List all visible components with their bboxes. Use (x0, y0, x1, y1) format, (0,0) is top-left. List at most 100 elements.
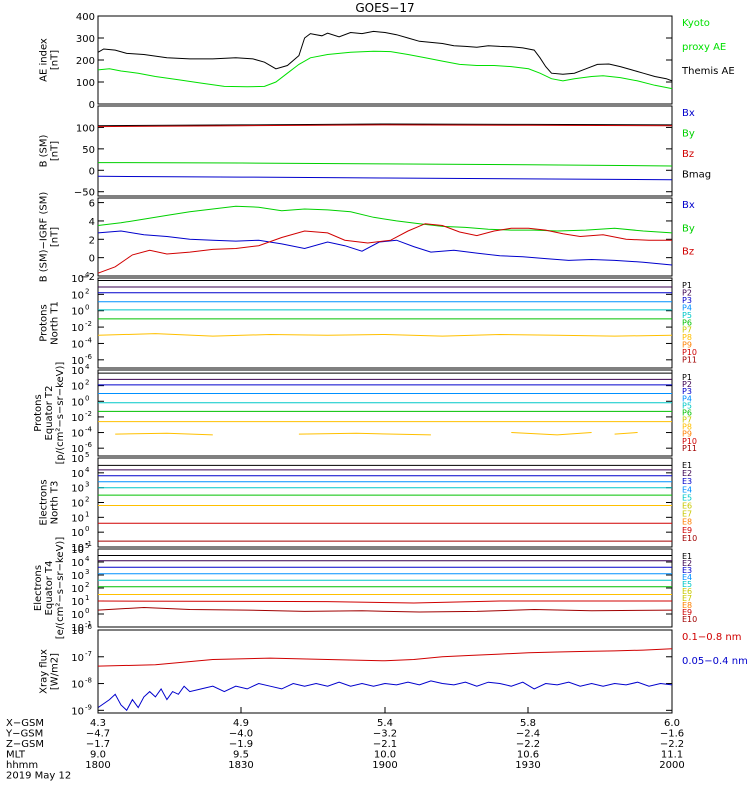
series-line-p8a (115, 432, 213, 436)
plot-date: 2019 May 12 (6, 771, 71, 782)
x-axis-tick-value: 2000 (659, 760, 684, 771)
y-axis-label: [nT] (50, 227, 61, 247)
x-axis-tick-value: 9.0 (90, 750, 106, 761)
y-tick-label: 10 (71, 623, 84, 634)
y-tick-label: 400 (76, 12, 95, 23)
y-tick-exponent: -8 (85, 677, 92, 685)
series-line-kyoto-proxy-ae (97, 50, 673, 90)
y-axis-label: Equator T2 (44, 386, 55, 441)
y-tick-exponent: 0 (85, 525, 89, 533)
series-line-p8d (614, 432, 638, 435)
x-axis-tick-value: 1830 (228, 760, 253, 771)
y-axis-label: AE index (39, 38, 50, 82)
y-tick-label: 10 (71, 454, 84, 465)
y-tick-label: −2 (80, 272, 95, 283)
legend-entry: E5 (682, 580, 692, 589)
x-axis-tick-value: −2.2 (660, 739, 684, 750)
y-axis-label: [p/(cm²−s−sr−keV)] (55, 362, 66, 465)
y-tick-label: 10 (71, 484, 84, 495)
y-tick-label: 10 (71, 469, 84, 480)
y-tick-label: 10 (71, 610, 84, 621)
y-tick-exponent: 2 (85, 496, 89, 504)
legend-entry: E1 (682, 552, 692, 561)
legend-entry: P8 (682, 423, 692, 432)
series-line-bz (97, 124, 673, 128)
panel-frame-4 (97, 369, 673, 457)
y-tick-exponent: 1 (85, 510, 89, 518)
legend-entry: Bz (682, 247, 694, 258)
y-axis-label: B (SM)−IGRF (SM) (39, 192, 50, 283)
y-tick-label: 10 (71, 444, 84, 455)
legend-entry: P4 (682, 303, 692, 312)
series-line-p8b (298, 432, 431, 436)
x-axis-tick-value: −1.6 (660, 729, 684, 740)
y-tick-exponent: -2 (85, 320, 92, 328)
y-tick-exponent: -6 (85, 353, 93, 361)
y-tick-exponent: 4 (85, 363, 90, 371)
legend-entry: P2 (682, 288, 692, 297)
x-axis-tick-value: 10.6 (517, 750, 539, 761)
y-tick-exponent: 0 (85, 394, 89, 402)
y-tick-exponent: -6 (85, 623, 93, 631)
y-tick-exponent: -4 (85, 336, 93, 344)
x-axis-tick-value: −1.7 (86, 739, 110, 750)
y-tick-label: 10 (71, 307, 84, 318)
x-axis-tick-value: 5.8 (520, 718, 536, 729)
legend-entry: E7 (682, 510, 692, 519)
panel-frame-3 (97, 277, 673, 369)
y-tick-label: 10 (71, 626, 84, 637)
series-line-bx (97, 175, 673, 181)
y-tick-exponent: -4 (85, 426, 93, 434)
y-axis-label: North T3 (50, 481, 61, 525)
legend-entry: P5 (682, 401, 692, 410)
y-tick-label: 10 (71, 356, 84, 367)
y-tick-label: 10 (71, 513, 84, 524)
series-line-bmag (97, 123, 673, 127)
y-axis-label: Electrons (33, 565, 44, 611)
series-line-bz (97, 223, 672, 274)
series-line-e8 (97, 600, 672, 604)
panel-frame-0 (97, 15, 673, 105)
legend-entry: P1 (682, 373, 692, 382)
legend-entry: E4 (682, 573, 692, 582)
legend-entry: Bx (682, 200, 695, 211)
y-tick-label: 10 (71, 499, 84, 510)
legend-entry: E6 (682, 502, 692, 511)
legend-entry: P10 (682, 348, 697, 357)
y-tick-label: 50 (82, 145, 95, 156)
legend-entry: P3 (682, 387, 692, 396)
series-line-by (97, 162, 673, 167)
panel-frame-7 (97, 629, 673, 714)
y-tick-label: 100 (76, 78, 95, 89)
x-axis-tick-value: 1930 (515, 760, 540, 771)
x-axis-row-label: X−GSM (6, 718, 44, 729)
y-tick-exponent: 0 (85, 607, 89, 615)
legend-entry: E4 (682, 485, 692, 494)
y-tick-exponent: 4 (85, 466, 90, 474)
legend-entry: E2 (682, 469, 692, 478)
y-tick-label: 10 (71, 429, 84, 440)
y-tick-label: 10 (71, 290, 84, 301)
y-tick-label: −50 (74, 188, 95, 199)
x-axis-tick-value: 10.0 (374, 750, 396, 761)
legend-entry: E10 (682, 534, 697, 543)
y-tick-label: 0 (89, 254, 95, 265)
y-tick-exponent: 2 (85, 287, 89, 295)
y-axis-label: Equator T4 (44, 561, 55, 616)
legend-entry: P9 (682, 341, 692, 350)
x-axis-tick-value: −2.1 (373, 739, 397, 750)
series-line-themis-ae (97, 30, 673, 82)
legend-entry: E3 (682, 477, 692, 486)
x-axis-tick-value: 1800 (85, 760, 110, 771)
x-axis-tick-value: 11.1 (661, 750, 683, 761)
series-line-0-05-0-4-nm (97, 680, 673, 712)
y-axis-label: [nT] (50, 50, 61, 70)
y-axis-label: [e/(cm²−s−sr−keV)] (55, 537, 66, 640)
legend-entry: Kyoto (682, 18, 710, 29)
x-axis-tick-value: 4.3 (90, 718, 106, 729)
y-axis-label: B (SM) (39, 134, 50, 167)
legend-entry: P1 (682, 281, 692, 290)
y-tick-label: 10 (71, 680, 84, 691)
